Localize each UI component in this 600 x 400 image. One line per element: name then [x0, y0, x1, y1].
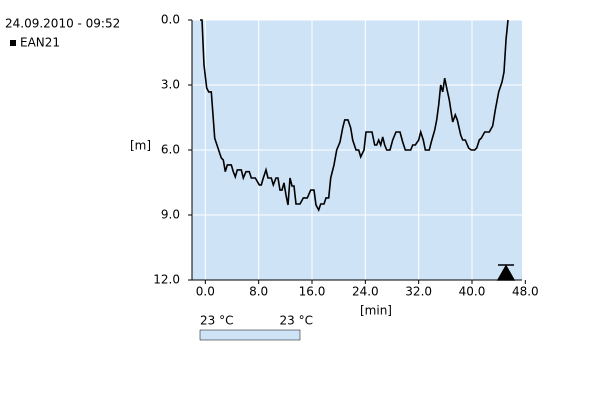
x-tick-label: 24.0 — [352, 285, 379, 299]
chart-title: 24.09.2010 - 09:52 — [5, 17, 120, 31]
x-tick-label: 48.0 — [512, 285, 539, 299]
x-tick-label: 0.0 — [196, 285, 215, 299]
colorbar-label: 23 °C — [200, 314, 233, 328]
x-tick-label: 32.0 — [405, 285, 432, 299]
y-tick-label: 12.0 — [153, 273, 180, 287]
sensor-marker — [496, 264, 516, 281]
x-tick-label: 8.0 — [249, 285, 268, 299]
x-tick-label: 40.0 — [459, 285, 486, 299]
data-line — [200, 19, 509, 213]
colorbar-label: 23 °C — [280, 314, 313, 328]
y-axis-label: [m] — [130, 139, 151, 153]
legend-label: EAN21 — [20, 36, 60, 50]
y-tick-label: 3.0 — [161, 78, 180, 92]
y-tick-label: 0.0 — [161, 13, 180, 27]
x-axis-label: [min] — [360, 304, 392, 318]
x-tick-label: 16.0 — [299, 285, 326, 299]
y-tick-label: 9.0 — [161, 208, 180, 222]
y-tick-label: 6.0 — [161, 143, 180, 157]
legend-swatch — [10, 40, 16, 46]
colorbar — [199, 329, 301, 341]
